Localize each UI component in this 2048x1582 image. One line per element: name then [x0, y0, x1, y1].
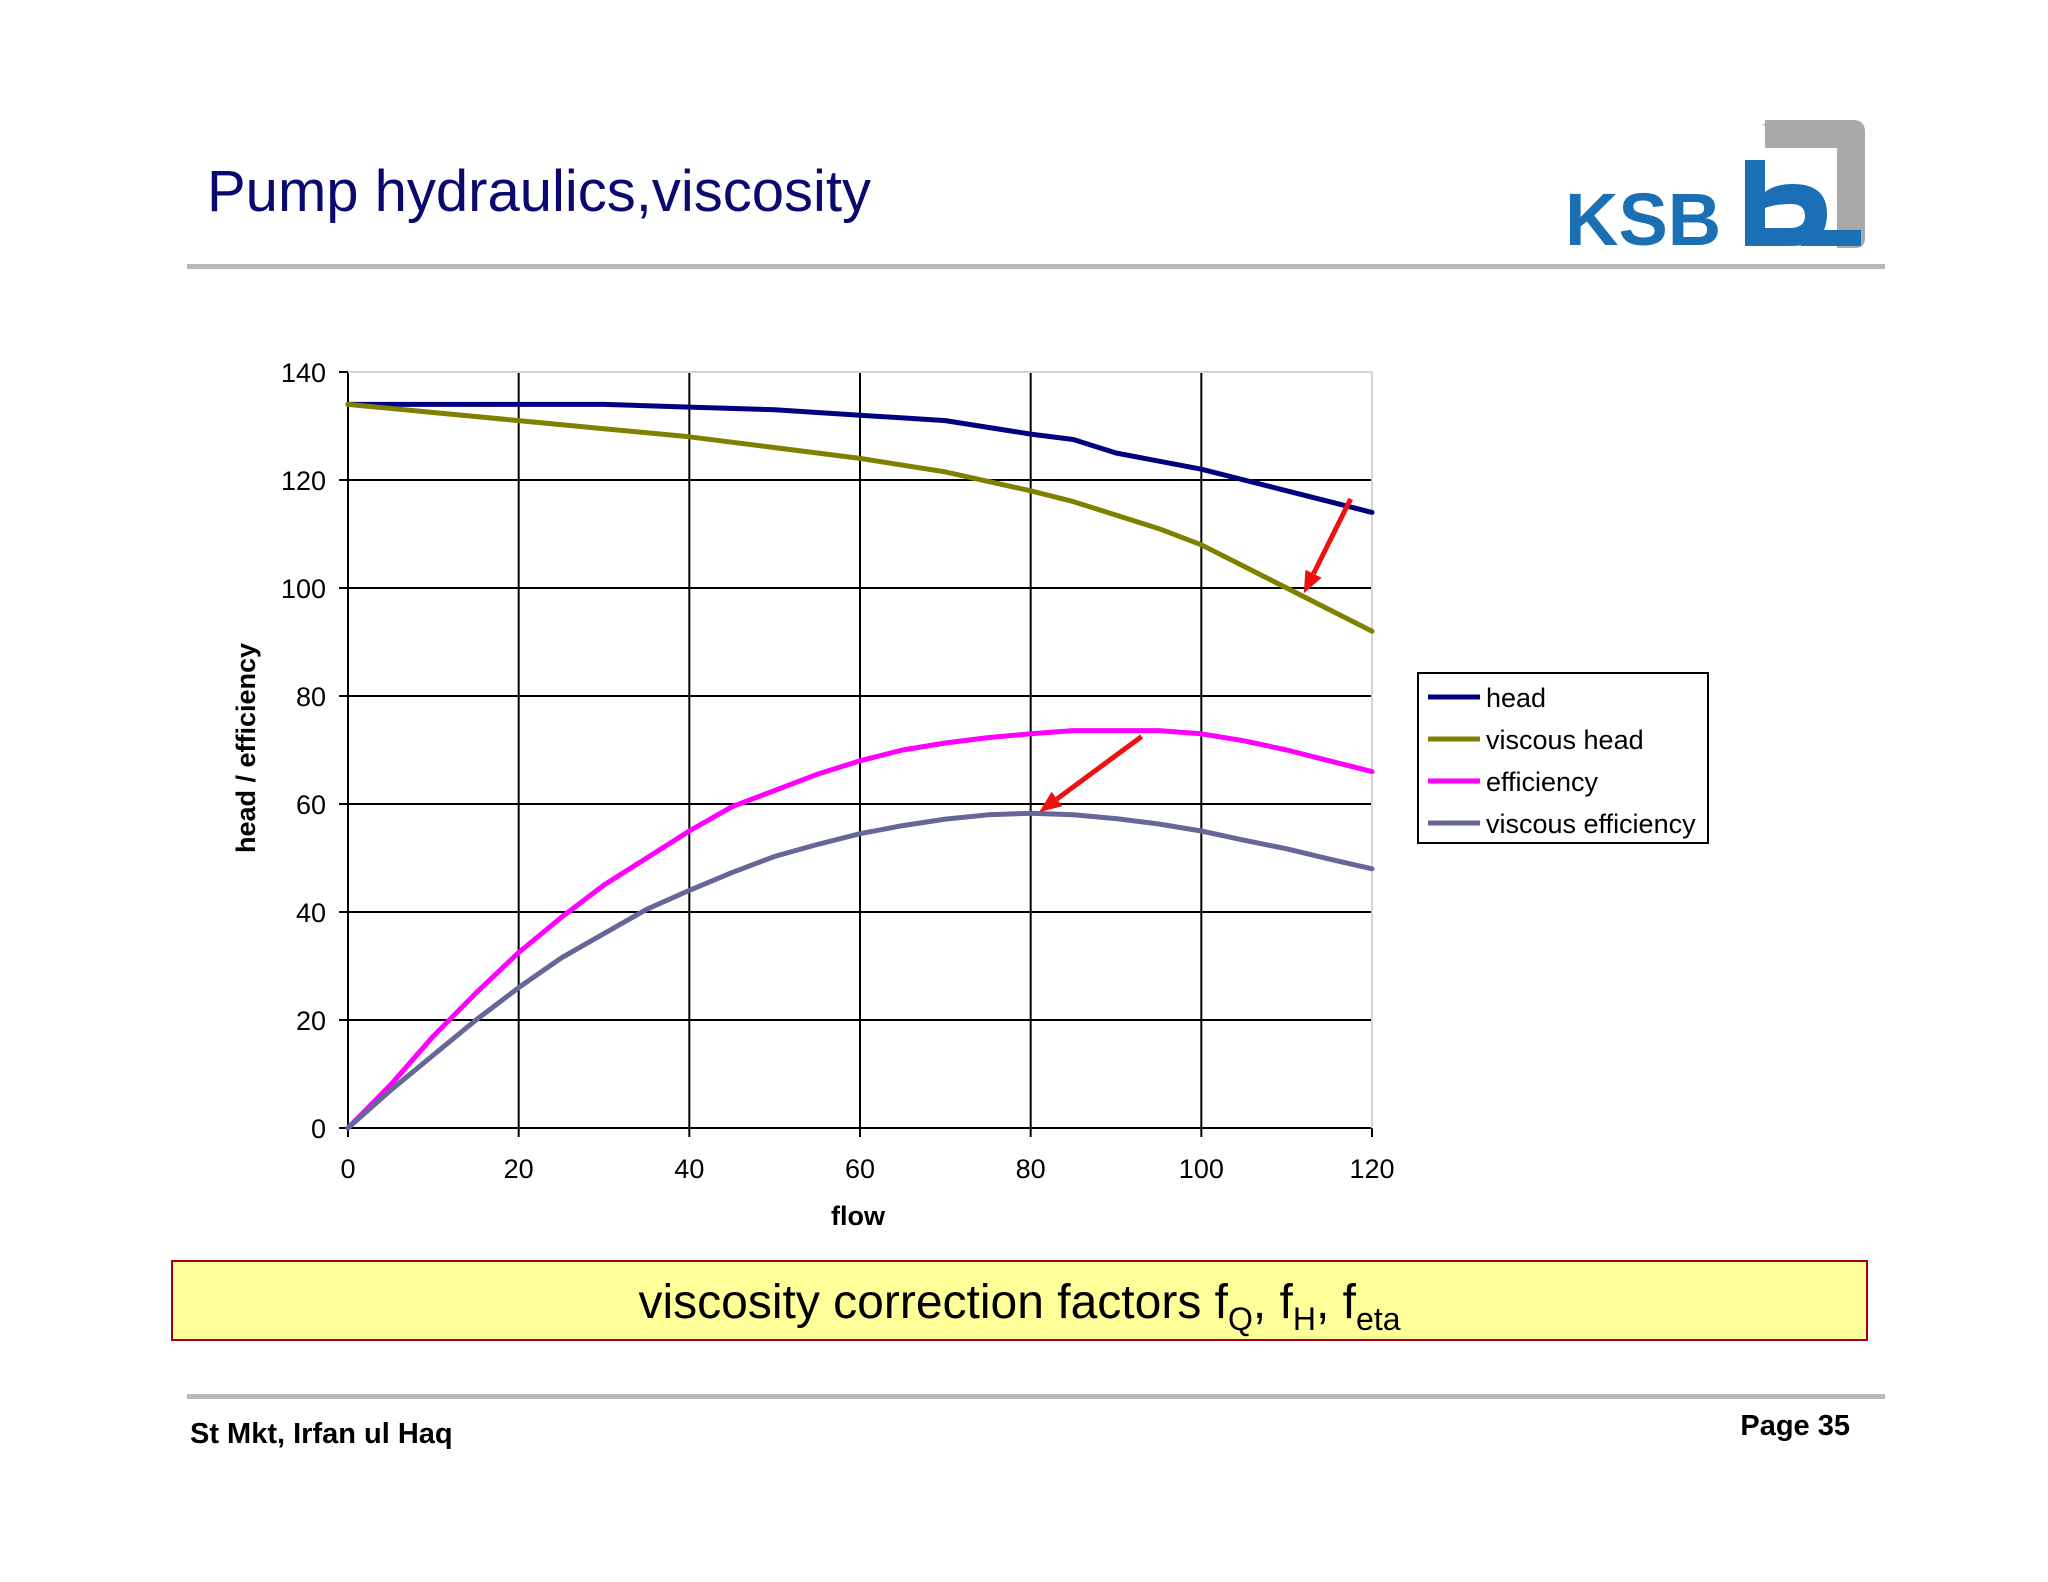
legend-label: viscous efficiency	[1486, 809, 1696, 839]
footer-divider	[187, 1394, 1885, 1399]
page-title: Pump hydraulics,viscosity	[207, 159, 871, 224]
callout-sep-1: , f	[1252, 1276, 1293, 1329]
legend-label: head	[1486, 683, 1546, 713]
y-tick-label: 60	[296, 790, 326, 820]
x-axis-label: flow	[831, 1201, 886, 1231]
logo-blue-foot	[1801, 230, 1861, 246]
x-tick-label: 20	[504, 1154, 534, 1184]
y-tick-label: 140	[281, 358, 326, 388]
logo-blue-b	[1745, 160, 1827, 246]
x-tick-label: 120	[1349, 1154, 1394, 1184]
annotation-arrow-shaft	[1055, 734, 1144, 802]
callout-sub-eta: eta	[1356, 1301, 1401, 1337]
axes	[339, 371, 1373, 1137]
annotation-arrow-head	[1039, 791, 1063, 813]
y-tick-labels: 0 20 40 60 80 100 120 140	[281, 358, 326, 1144]
page-number: Page 35	[1740, 1410, 1850, 1442]
callout-text: viscosity correction factors f	[638, 1276, 1228, 1329]
header-divider	[187, 264, 1885, 269]
annotation-arrow-head	[1303, 569, 1322, 594]
x-tick-label: 100	[1179, 1154, 1224, 1184]
ksb-logo: KSB	[1565, 120, 1865, 250]
annotation-arrow-shaft	[1311, 497, 1353, 575]
series-line-viscous-head	[345, 401, 1375, 634]
plot-area	[346, 372, 1370, 1124]
callout-sub-h: H	[1292, 1301, 1316, 1337]
series-lines	[345, 401, 1375, 1131]
annotations	[1039, 497, 1353, 813]
x-tick-labels: 0 20 40 60 80 100 120	[340, 1154, 1394, 1184]
y-tick-label: 120	[281, 466, 326, 496]
series-line-efficiency	[345, 728, 1375, 1131]
legend-label: efficiency	[1486, 767, 1599, 797]
correction-factors-callout: viscosity correction factors fQ, fH, fet…	[171, 1260, 1868, 1341]
y-tick-label: 100	[281, 574, 326, 604]
footer-author: St Mkt, Irfan ul Haq	[190, 1418, 453, 1450]
legend: head viscous head efficiency viscous effici…	[1417, 672, 1709, 844]
x-tick-label: 0	[340, 1154, 355, 1184]
x-tick-label: 60	[845, 1154, 875, 1184]
y-tick-label: 20	[296, 1006, 326, 1036]
y-tick-label: 40	[296, 898, 326, 928]
x-tick-label: 40	[674, 1154, 704, 1184]
x-tick-label: 80	[1016, 1154, 1046, 1184]
ksb-logo-text: KSB	[1565, 178, 1721, 250]
y-tick-label: 80	[296, 682, 326, 712]
series-line-viscous-efficiency	[345, 810, 1375, 1131]
y-tick-label: 0	[311, 1114, 326, 1144]
callout-sep-2: , f	[1316, 1276, 1357, 1329]
legend-label: viscous head	[1486, 725, 1644, 755]
legend-box	[1417, 672, 1709, 844]
series-line-head	[345, 401, 1375, 515]
callout-sub-q: Q	[1227, 1301, 1253, 1337]
y-axis-label: head / efficiency	[231, 643, 261, 853]
